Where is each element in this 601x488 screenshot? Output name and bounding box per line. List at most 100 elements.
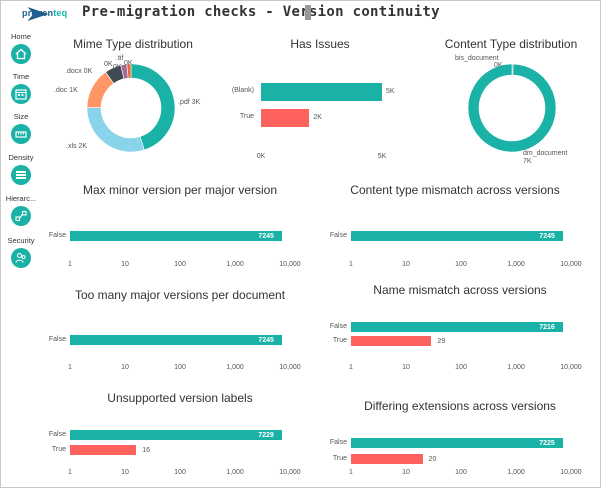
toomany-tick: 10 [121,364,129,371]
mime-slice-other[interactable] [126,63,132,79]
mime-label-tif: .tif [116,55,124,62]
toomany-value-false: 7245 [258,336,274,344]
ctmismatch-tick: 100 [455,261,467,268]
issues-bar-true[interactable] [261,109,310,127]
namemismatch-bar-false[interactable] [351,322,564,332]
issues-value-blank: 5K [386,88,395,95]
namemismatch-tick: 10 [402,364,410,371]
ctmismatch-category-false: False [329,232,347,239]
ctype-label-dm: dm_document [523,150,568,157]
ctmismatch-chart-title: Content type mismatch across versions [350,183,560,197]
stack-icon[interactable] [11,165,31,185]
differing-value-false: 7225 [539,439,555,447]
sidebar-item-label: Home [10,32,31,41]
unsupported-tick: 10,000 [279,469,301,476]
logo: proventeq [22,8,68,18]
ctmismatch-tick: 1 [349,261,353,268]
toomany-bar-false[interactable] [70,335,283,345]
issues-chart-title: Has Issues [290,37,350,51]
unsupported-bar-true[interactable] [70,445,137,455]
toomany-tick: 10,000 [279,364,301,371]
issues-category-true: True [239,113,254,120]
issues-tick: 5K [377,153,387,160]
namemismatch-value-true: 29 [437,337,446,345]
mime-label-docx: .docx 0K [65,68,93,75]
issues-tick: 0K [256,153,266,160]
unsupported-tick: 100 [174,469,186,476]
sidebar-item-label: Security [7,236,35,245]
unsupported-category-true: True [51,446,66,453]
sidebar-item-size[interactable]: Size [4,112,38,144]
maxminor-chart-title: Max minor version per major version [82,183,278,197]
ctmismatch-tick: 10 [402,261,410,268]
unsupported-tick: 10 [121,469,129,476]
differing-tick: 100 [455,469,467,476]
hierarchy-icon[interactable] [11,206,31,226]
maxminor-bar-false[interactable] [70,231,283,241]
sidebar-item-time[interactable]: Time [4,72,38,104]
ctype-value-bis: 0K [494,62,503,69]
sidebar-item-hierarchy[interactable]: Hierarc... [4,194,38,226]
ctype-slice-dmdocument[interactable] [467,63,557,153]
sidebar-item-security[interactable]: Security [4,236,38,268]
sidebar-item-density[interactable]: Density [4,153,38,185]
mime-chart-title: Mime Type distribution [73,37,193,51]
namemismatch-category-true: True [332,337,347,344]
unsupported-value-true: 16 [142,446,151,454]
maxminor-category-false: False [48,232,66,239]
toomany-chart-title: Too many major versions per document [74,288,286,302]
maxminor-tick: 10,000 [279,261,301,268]
ctmismatch-value-false: 7245 [539,232,555,240]
namemismatch-tick: 1,000 [507,364,525,371]
differing-bar-false[interactable] [351,438,564,448]
mime-label-small-1: 0K [104,61,113,68]
users-icon[interactable] [11,248,31,268]
namemismatch-bar-true[interactable] [351,336,432,346]
issues-value-true: 2K [313,114,322,121]
differing-value-true: 20 [428,455,437,463]
mime-label-xls: .xls 2K [66,143,88,150]
unsupported-chart-title: Unsupported version labels [107,391,253,405]
differing-tick: 10 [402,469,410,476]
namemismatch-tick: 1 [349,364,353,371]
maxminor-tick: 1 [68,261,72,268]
differing-chart-title: Differing extensions across versions [364,399,556,413]
ruler-icon[interactable] [11,124,31,144]
namemismatch-category-false: False [329,323,347,330]
ctype-pie-chart[interactable] [467,63,557,153]
issues-category-blank: (Blank) [231,87,254,94]
ctmismatch-bar-false[interactable] [351,231,564,241]
maxminor-value-false: 7245 [258,232,274,240]
calendar-icon[interactable] [11,84,31,104]
differing-bar-true[interactable] [351,454,423,464]
sidebar-item-label: Hierarc... [5,194,37,203]
sidebar-item-home[interactable]: Home [4,32,38,64]
unsupported-bar-false[interactable] [70,430,283,440]
unsupported-tick: 1,000 [226,469,244,476]
sidebar-item-label: Density [8,153,34,162]
mime-slice-xls[interactable] [86,107,145,153]
ctype-label-bis: bis_document [455,55,499,62]
logo-mark-icon [27,7,49,21]
namemismatch-tick: 10,000 [560,364,582,371]
namemismatch-value-false: 7216 [539,323,555,331]
issues-bar-blank[interactable] [261,83,382,101]
unsupported-tick: 1 [68,469,72,476]
mime-label-pdf: .pdf 3K [178,99,201,106]
title-marker [305,5,311,20]
differing-tick: 1,000 [507,469,525,476]
page-title: Pre-migration checks - Version continuit… [82,4,440,20]
sidebar-item-label: Time [12,72,30,81]
home-icon[interactable] [11,44,31,64]
differing-category-true: True [332,455,347,462]
ctype-chart-title: Content Type distribution [444,37,578,51]
ctmismatch-tick: 1,000 [507,261,525,268]
sidebar-item-label: Size [13,112,29,121]
ctmismatch-tick: 10,000 [560,261,582,268]
unsupported-category-false: False [48,431,66,438]
toomany-tick: 1,000 [226,364,244,371]
mime-pie-chart[interactable] [86,63,176,153]
mime-label-small-3: 0K [124,60,133,67]
differing-category-false: False [329,439,347,446]
toomany-category-false: False [48,336,66,343]
